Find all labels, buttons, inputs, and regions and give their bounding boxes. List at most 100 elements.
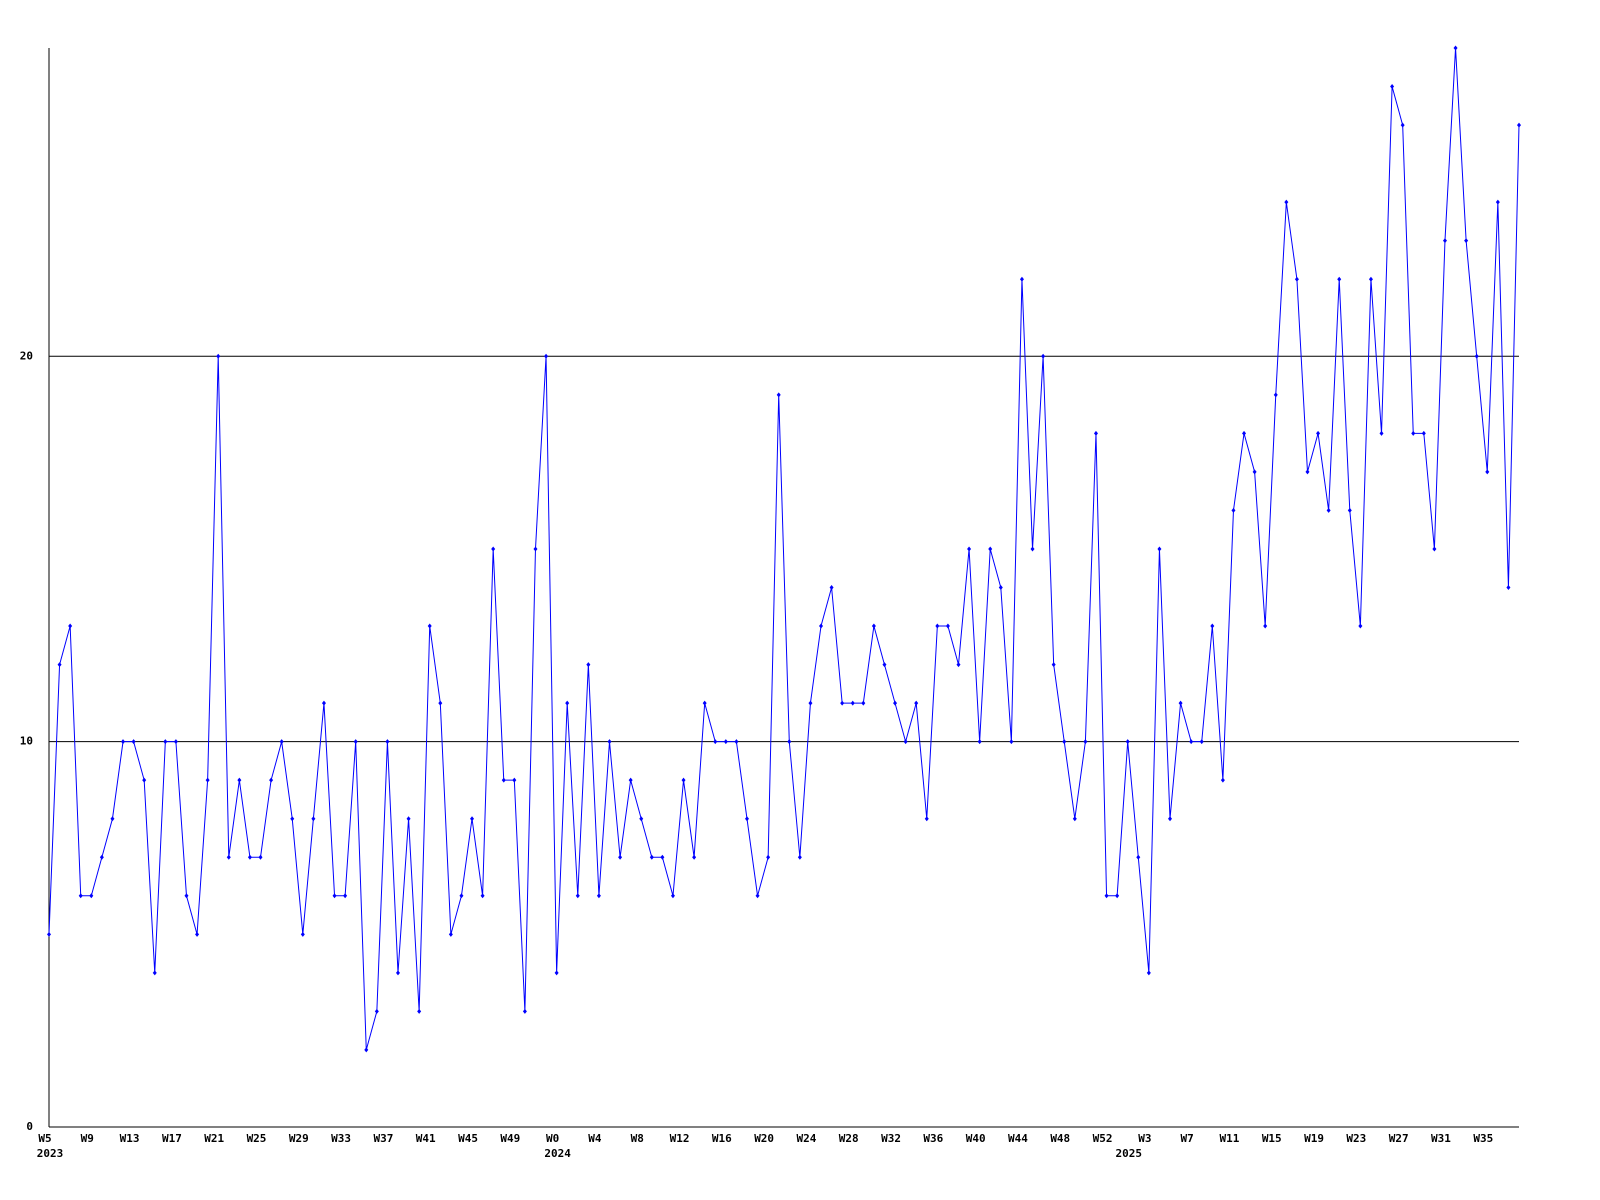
point bbox=[967, 546, 972, 552]
point bbox=[544, 353, 549, 359]
point bbox=[1083, 739, 1088, 745]
point bbox=[406, 816, 411, 822]
point bbox=[945, 623, 950, 629]
point bbox=[1115, 893, 1120, 899]
y-tick-label: 0 bbox=[26, 1120, 33, 1133]
point bbox=[57, 662, 62, 668]
x-tick-label: W21 bbox=[204, 1132, 224, 1145]
point bbox=[596, 893, 601, 899]
point bbox=[723, 739, 728, 745]
point bbox=[1506, 585, 1511, 590]
point bbox=[78, 893, 83, 899]
x-tick-label: W28 bbox=[839, 1132, 859, 1145]
point bbox=[533, 546, 538, 552]
point bbox=[554, 970, 559, 976]
point bbox=[131, 739, 136, 745]
point bbox=[618, 854, 623, 860]
point bbox=[448, 931, 453, 937]
year-label: 2023 bbox=[37, 1147, 64, 1160]
point bbox=[1337, 276, 1342, 282]
point bbox=[766, 854, 771, 860]
point bbox=[998, 585, 1003, 590]
point bbox=[385, 739, 390, 745]
point bbox=[1104, 893, 1109, 899]
point bbox=[1411, 430, 1416, 436]
point bbox=[1305, 469, 1310, 475]
point bbox=[300, 931, 305, 937]
point bbox=[247, 854, 252, 860]
point bbox=[660, 854, 665, 860]
x-tick-label: W3 bbox=[1138, 1132, 1151, 1145]
point bbox=[470, 816, 475, 822]
point bbox=[903, 739, 908, 745]
point bbox=[1157, 546, 1162, 552]
point bbox=[1347, 507, 1352, 513]
point bbox=[702, 700, 707, 706]
point bbox=[1199, 739, 1204, 745]
point bbox=[110, 816, 115, 822]
point bbox=[734, 739, 739, 745]
point bbox=[395, 970, 400, 976]
point bbox=[1474, 353, 1479, 359]
point bbox=[649, 854, 654, 860]
x-tick-label: W13 bbox=[120, 1132, 140, 1145]
point bbox=[99, 854, 104, 860]
point bbox=[639, 816, 644, 822]
point bbox=[364, 1047, 369, 1053]
x-tick-label: W11 bbox=[1220, 1132, 1240, 1145]
point bbox=[269, 777, 274, 783]
x-tick-label: W36 bbox=[923, 1132, 943, 1145]
point bbox=[829, 585, 834, 590]
point bbox=[755, 893, 760, 899]
x-tick-label: W52 bbox=[1093, 1132, 1113, 1145]
x-tick-label: W49 bbox=[500, 1132, 520, 1145]
point bbox=[893, 700, 898, 706]
point bbox=[882, 662, 887, 668]
point bbox=[840, 700, 845, 706]
point bbox=[692, 854, 697, 860]
y-tick-label: 10 bbox=[20, 735, 33, 748]
point bbox=[1263, 623, 1268, 629]
point bbox=[1146, 970, 1151, 976]
point bbox=[459, 893, 464, 899]
point bbox=[1252, 469, 1257, 475]
point bbox=[1030, 546, 1035, 552]
point bbox=[311, 816, 316, 822]
x-tick-label: W24 bbox=[797, 1132, 817, 1145]
point bbox=[935, 623, 940, 629]
point bbox=[353, 739, 358, 745]
point bbox=[1009, 739, 1014, 745]
x-tick-label: W33 bbox=[331, 1132, 351, 1145]
point bbox=[914, 700, 919, 706]
point bbox=[121, 739, 126, 745]
point bbox=[1242, 430, 1247, 436]
point bbox=[713, 739, 718, 745]
point bbox=[871, 623, 876, 629]
point bbox=[480, 893, 485, 899]
x-tick-label: W20 bbox=[754, 1132, 774, 1145]
point bbox=[512, 777, 517, 783]
x-tick-label: W44 bbox=[1008, 1132, 1028, 1145]
point bbox=[1432, 546, 1437, 552]
point bbox=[670, 893, 675, 899]
point bbox=[279, 739, 284, 745]
point bbox=[1125, 739, 1130, 745]
x-tick-label: W40 bbox=[966, 1132, 986, 1145]
point bbox=[216, 353, 221, 359]
point bbox=[575, 893, 580, 899]
point bbox=[1464, 238, 1469, 244]
point bbox=[226, 854, 231, 860]
point bbox=[522, 1008, 527, 1014]
point bbox=[850, 700, 855, 706]
point bbox=[1210, 623, 1215, 629]
x-tick-label: W9 bbox=[81, 1132, 94, 1145]
x-tick-label: W23 bbox=[1346, 1132, 1366, 1145]
x-tick-label: W19 bbox=[1304, 1132, 1324, 1145]
series-line bbox=[48, 47, 1520, 1051]
point bbox=[1178, 700, 1183, 706]
point bbox=[1442, 238, 1447, 244]
x-tick-label: W25 bbox=[247, 1132, 267, 1145]
x-tick-label: W37 bbox=[373, 1132, 393, 1145]
point bbox=[1019, 276, 1024, 282]
point bbox=[1390, 84, 1395, 90]
